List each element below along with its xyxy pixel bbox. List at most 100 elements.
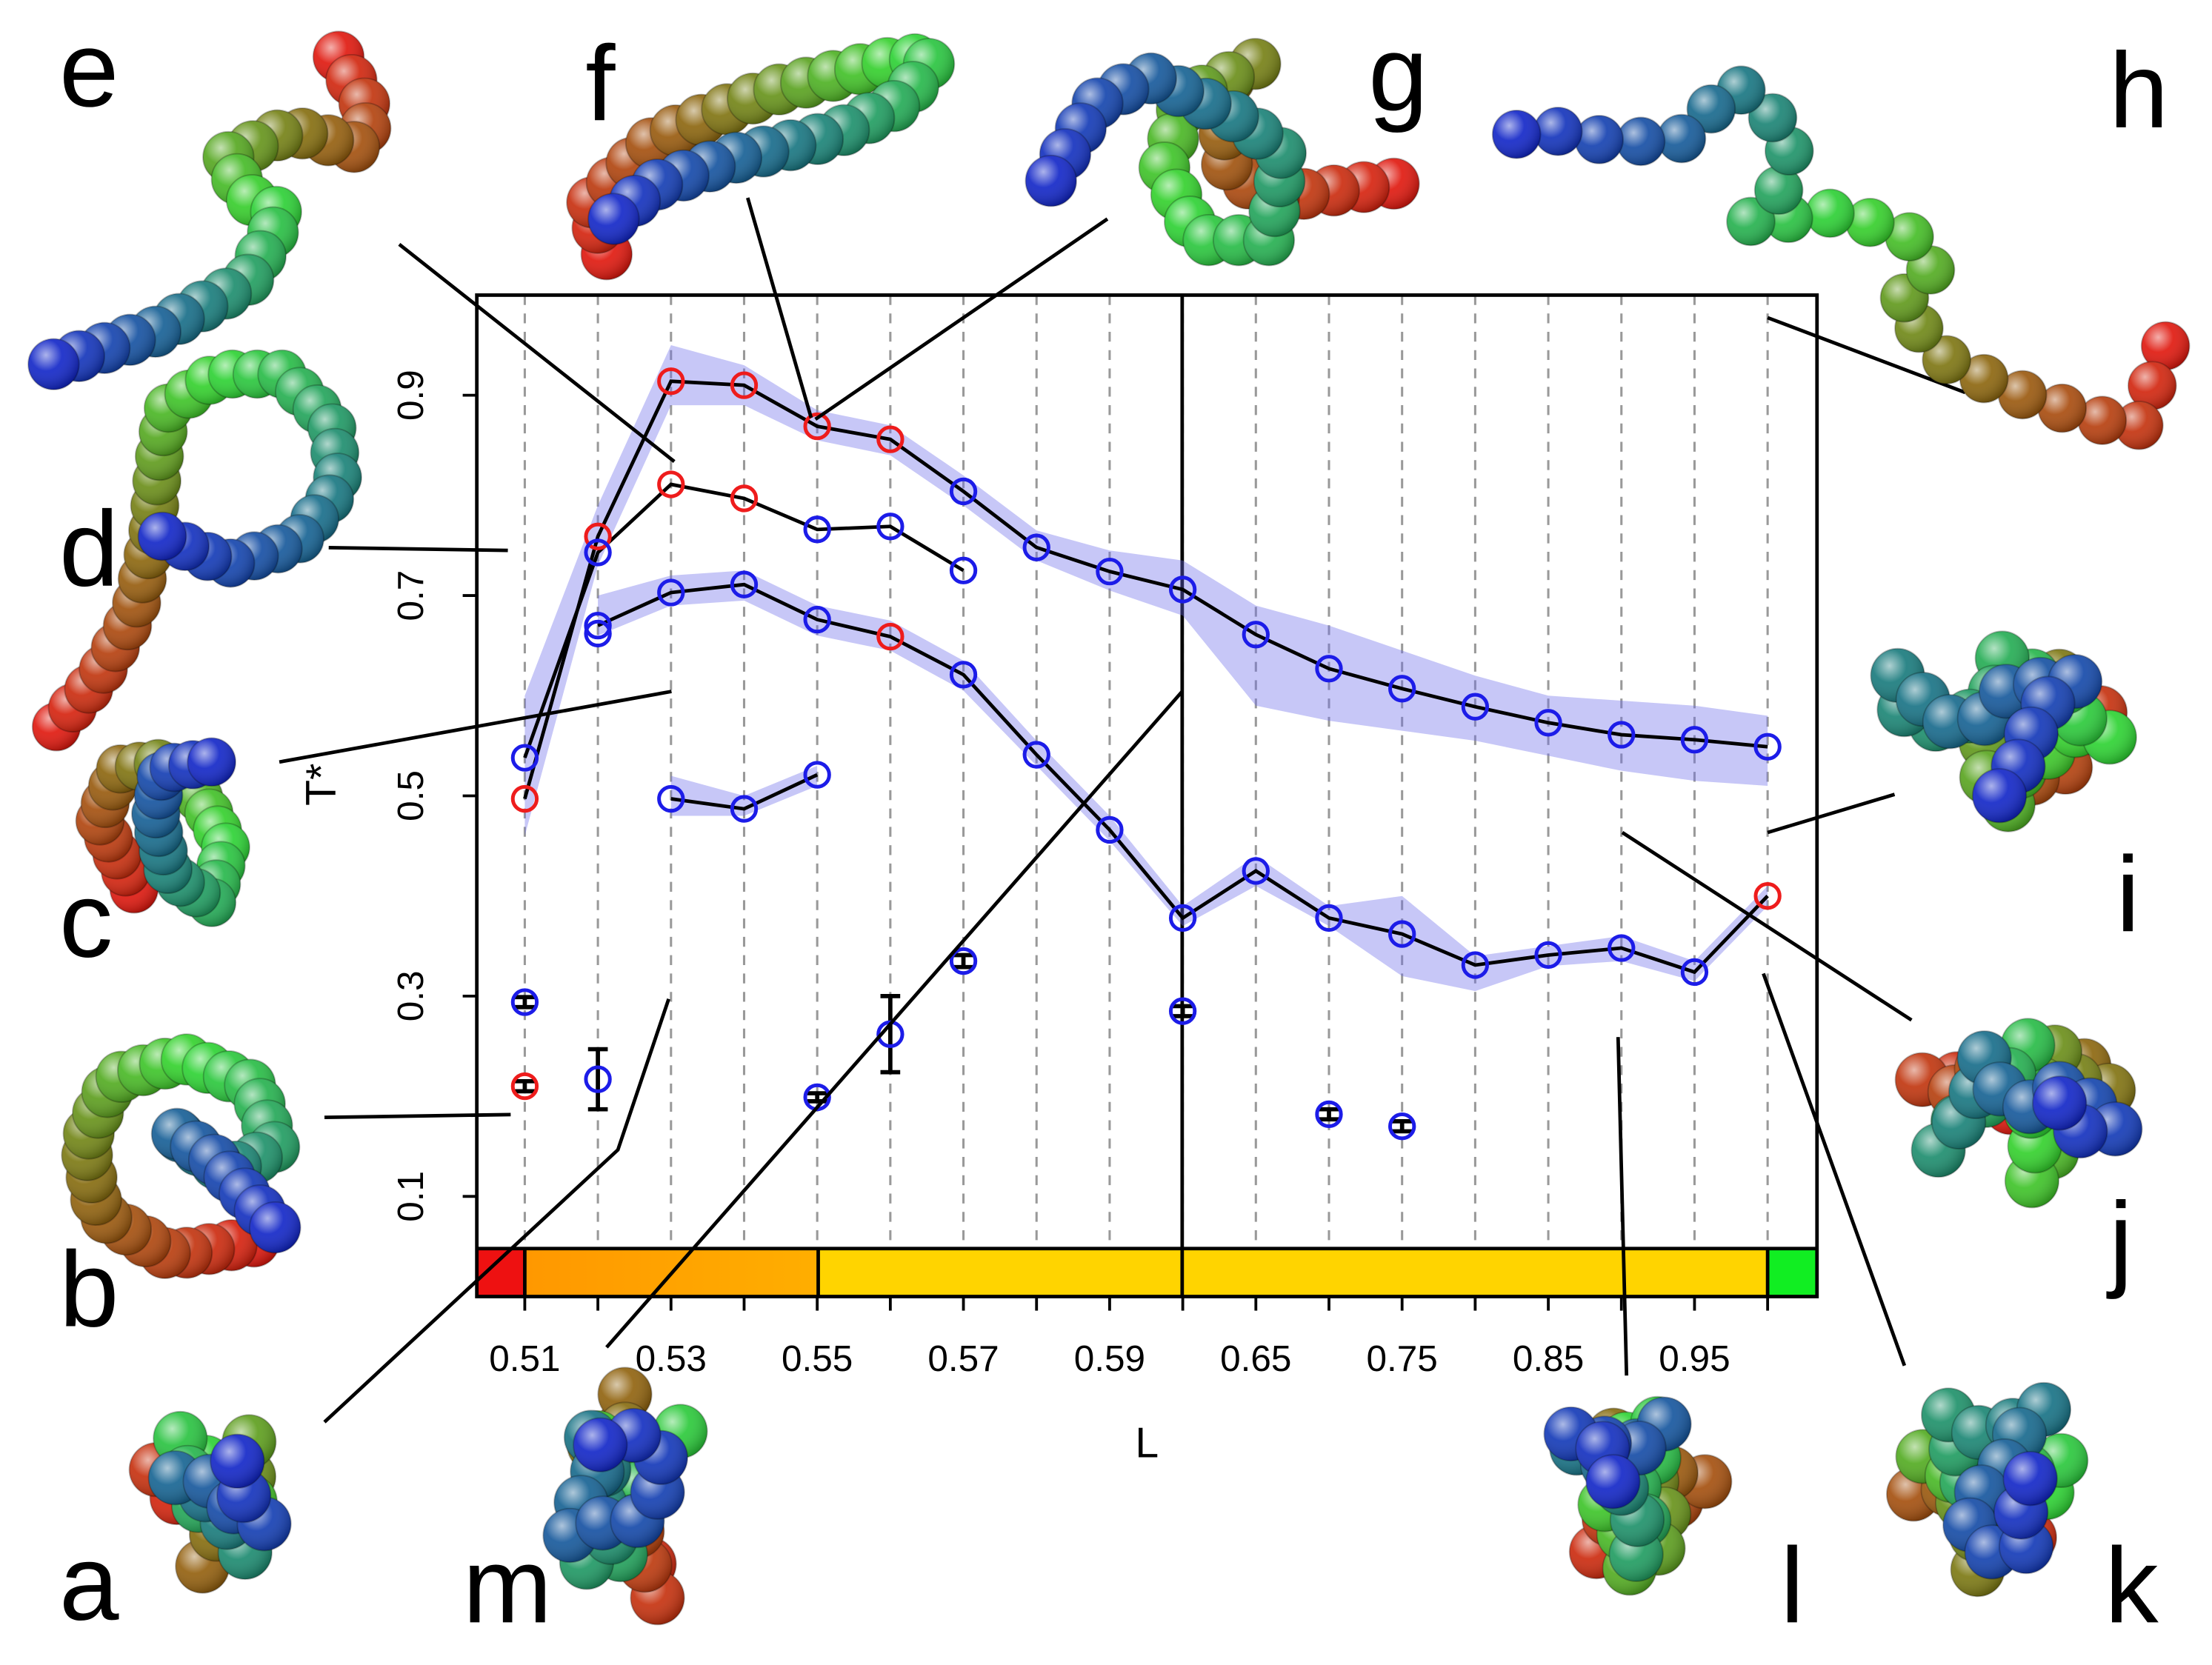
bead-shine xyxy=(1616,117,1665,166)
bead-shine xyxy=(2078,396,2127,444)
y-tick-label: 0.9 xyxy=(390,370,431,421)
data-point xyxy=(510,744,539,772)
bead-shine xyxy=(1885,213,1933,261)
data-point xyxy=(1242,621,1270,649)
bead-shine xyxy=(2115,401,2163,450)
molecule xyxy=(542,1367,708,1626)
data-point xyxy=(1461,693,1490,721)
panel-letter: d xyxy=(59,489,119,609)
data-point xyxy=(657,470,685,498)
error-bar xyxy=(953,952,973,970)
bead-shine xyxy=(187,738,236,787)
data-point xyxy=(730,795,759,823)
bead-shine xyxy=(588,193,639,244)
color-bar-segment xyxy=(1768,1248,1817,1297)
bead-shine xyxy=(2141,321,2190,370)
panel-letter: g xyxy=(1368,13,1428,133)
leader-line xyxy=(324,1112,511,1120)
panel-letter: c xyxy=(59,860,113,980)
data-point xyxy=(803,515,831,544)
data-point xyxy=(1315,655,1343,683)
x-axis-label: L xyxy=(1135,1419,1159,1467)
data-point xyxy=(1388,1112,1416,1141)
data-point xyxy=(1753,882,1782,910)
leader-line xyxy=(398,243,676,464)
molecule xyxy=(61,1033,302,1279)
panel-letter: j xyxy=(2106,1180,2133,1300)
data-point xyxy=(510,784,539,813)
panel-letter: a xyxy=(59,1523,119,1643)
data-point xyxy=(803,412,831,441)
data-point xyxy=(876,622,905,651)
data-point xyxy=(1168,904,1197,932)
x-tick-label: 0.59 xyxy=(1074,1338,1145,1379)
data-point xyxy=(1022,741,1050,769)
data-point xyxy=(510,988,539,1016)
data-point xyxy=(1168,997,1197,1025)
error-bar xyxy=(515,1078,535,1094)
grid xyxy=(523,295,1769,1249)
data-point xyxy=(1680,958,1709,987)
bead-shine xyxy=(1754,166,1803,215)
panel-letter: i xyxy=(2116,834,2140,954)
molecule xyxy=(1870,630,2137,832)
leader-line xyxy=(814,217,1109,421)
molecule xyxy=(75,737,250,927)
data-point xyxy=(657,578,685,607)
bead-shine xyxy=(28,338,79,390)
x-tick-label: 0.95 xyxy=(1659,1338,1730,1379)
data-point xyxy=(803,761,831,789)
error-bar xyxy=(1319,1107,1339,1122)
data-point xyxy=(730,371,759,399)
bead-shine xyxy=(138,512,187,561)
bead-shine xyxy=(1586,1455,1640,1509)
bead-shine xyxy=(1025,155,1077,207)
data-point xyxy=(1608,721,1636,749)
data-point xyxy=(1022,533,1050,561)
molecule xyxy=(1894,1018,2143,1209)
molecule xyxy=(128,1410,292,1594)
error-bar xyxy=(1173,1004,1193,1018)
panel-letters: a b c d e f g h i j k l m xyxy=(59,9,2169,1645)
data-point xyxy=(1315,904,1343,932)
panel-letter: l xyxy=(1780,1525,1804,1645)
bead-shine xyxy=(1922,336,1971,384)
data-point xyxy=(949,947,978,975)
error-bar xyxy=(880,994,901,1075)
series-line xyxy=(597,582,1769,975)
data-point xyxy=(510,1072,539,1101)
leader-line xyxy=(1616,1037,1629,1376)
leader-line xyxy=(605,690,1184,1349)
data-point xyxy=(584,619,612,648)
leader-line xyxy=(328,545,508,553)
data-point xyxy=(1242,857,1270,885)
leader-line xyxy=(323,998,670,1424)
bead-shine xyxy=(250,1201,301,1253)
y-tick-label: 0.1 xyxy=(390,1171,431,1222)
data-point xyxy=(1534,941,1562,970)
plot-area: 0.51 0.53 0.55 0.57 0.59 0.65 0.75 0.85 0.95 0.1 0… xyxy=(390,345,1782,1379)
bead-shine xyxy=(1972,769,2027,823)
x-tick-label: 0.53 xyxy=(636,1338,707,1379)
bead-shine xyxy=(1687,84,1736,133)
bead-shine xyxy=(1748,93,1797,142)
data-point xyxy=(949,556,978,584)
y-tick-label: 0.7 xyxy=(390,570,431,621)
bead-shine xyxy=(1575,116,1624,164)
bead-shine xyxy=(1533,107,1582,156)
bead-shine xyxy=(1727,197,1775,246)
panel-letter: m xyxy=(463,1525,553,1645)
molecule xyxy=(566,33,956,281)
data-point xyxy=(730,484,759,513)
bead-shine xyxy=(1806,189,1854,238)
bead-shine xyxy=(1959,354,2008,403)
data-point xyxy=(1388,920,1416,948)
data-point xyxy=(584,522,612,550)
data-point xyxy=(1608,934,1636,962)
data-point xyxy=(1315,1100,1343,1129)
panel-letter: e xyxy=(59,9,119,129)
molecule xyxy=(31,349,362,752)
data-point xyxy=(949,477,978,506)
